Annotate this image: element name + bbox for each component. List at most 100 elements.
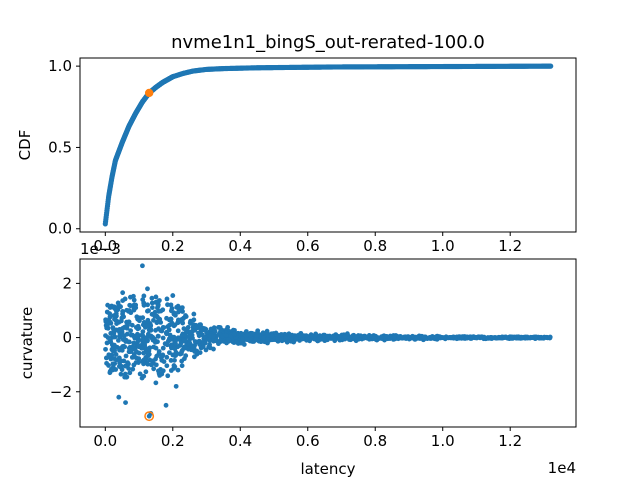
curvature-point [137,371,143,377]
curvature-point [120,326,126,331]
curvature-point [265,337,270,342]
curvature-panel: 1e−3 0.0 0.2 0.4 0.6 0.8 1.0 1.2 −2 0 2 curvatur… [18,240,577,478]
curvature-point [155,303,161,309]
curvature-point [118,304,123,310]
curvature-point [148,327,154,333]
curvature-point [240,336,246,342]
curvature-point [216,331,222,337]
curvature-point [103,317,109,323]
curvature-point [109,352,115,358]
curvature-point [171,363,177,368]
curvature-point [153,362,159,368]
curvature-point [410,333,415,339]
curvature-point [533,335,538,341]
curvature-point [167,332,173,338]
curvature-point [141,293,147,299]
curvature-point [234,339,239,345]
curvature-x-tick-label: 0.2 [161,432,185,450]
cdf-y-ticks: 0.0 0.5 1.0 [48,57,80,238]
curvature-point [244,337,250,343]
curvature-point [136,343,142,349]
cdf-axes-frame [79,57,577,233]
curvature-point [128,332,134,338]
curvature-point [153,380,159,386]
curvature-point [111,313,117,319]
curvature-point [179,349,185,355]
curvature-point [193,324,199,330]
curvature-point [103,346,108,352]
curvature-point [115,338,121,343]
cdf-y-tick-label: 0.5 [48,138,72,156]
curvature-point [168,358,174,363]
curvature-point [120,332,125,337]
curvature-point [172,357,177,363]
curvature-point [130,366,136,372]
curvature-point [157,298,162,303]
curvature-point [178,340,184,346]
curvature-point [165,373,171,379]
curvature-point [134,334,140,339]
curvature-point [238,330,244,336]
cdf-x-tick-label: 0.6 [296,237,320,255]
curvature-point [187,340,193,346]
curvature-point [252,337,258,343]
curvature-highlight-ring [144,411,155,422]
curvature-axes-frame [79,258,577,428]
curvature-x-tick-label: 0.0 [93,432,117,450]
curvature-point [170,293,176,298]
curvature-point [284,339,290,345]
curvature-point [116,328,122,333]
curvature-point [192,339,198,344]
curvature-point [133,360,139,365]
curvature-point [179,316,185,322]
curvature-point [468,336,473,341]
curvature-point [168,368,174,373]
curvature-point [160,335,166,341]
curvature-point [151,366,157,372]
curvature-point [113,352,119,357]
curvature-y-ticks: −2 0 2 [50,274,80,401]
curvature-point [110,325,116,330]
curvature-point [219,327,224,333]
curvature-point [523,334,529,340]
curvature-point [216,341,221,347]
curvature-point [392,334,397,340]
curvature-x-tick-label: 1.2 [498,432,522,450]
curvature-point [168,302,174,308]
curvature-point [126,308,132,314]
curvature-point [459,334,465,340]
curvature-point [332,338,338,344]
cdf-x-tick-label: 0.0 [93,237,117,255]
curvature-point [163,330,169,336]
cdf-y-tick-label: 0.0 [48,220,72,238]
curvature-point [175,367,181,373]
curvature-point [136,350,142,356]
curvature-point [288,336,294,341]
curvature-highlight-point [146,413,152,419]
curvature-point [509,335,515,341]
curvature-point [528,334,534,340]
curvature-point [164,296,170,302]
curvature-point [122,296,128,302]
curvature-point [175,328,181,334]
chart-title: nvme1n1_bingS_out-rerated-100.0 [171,32,485,53]
curvature-point [139,375,145,381]
curvature-point [115,300,121,306]
curvature-point [293,336,299,342]
curvature-point [126,361,131,367]
curvature-point [173,338,179,344]
curvature-point [488,335,493,341]
curvature-point [164,363,170,369]
curvature-point [170,322,175,327]
curvature-x-tick-label: 0.8 [363,432,387,450]
curvature-point [117,346,123,351]
curvature-point [104,360,109,366]
cdf-y-tick-label: 1.0 [48,57,72,75]
curvature-point [384,334,390,339]
curvature-point [116,364,122,369]
curvature-point [448,334,453,340]
curvature-point [180,309,185,314]
curvature-point [108,356,114,362]
curvature-point [161,325,167,331]
curvature-point [149,358,155,364]
